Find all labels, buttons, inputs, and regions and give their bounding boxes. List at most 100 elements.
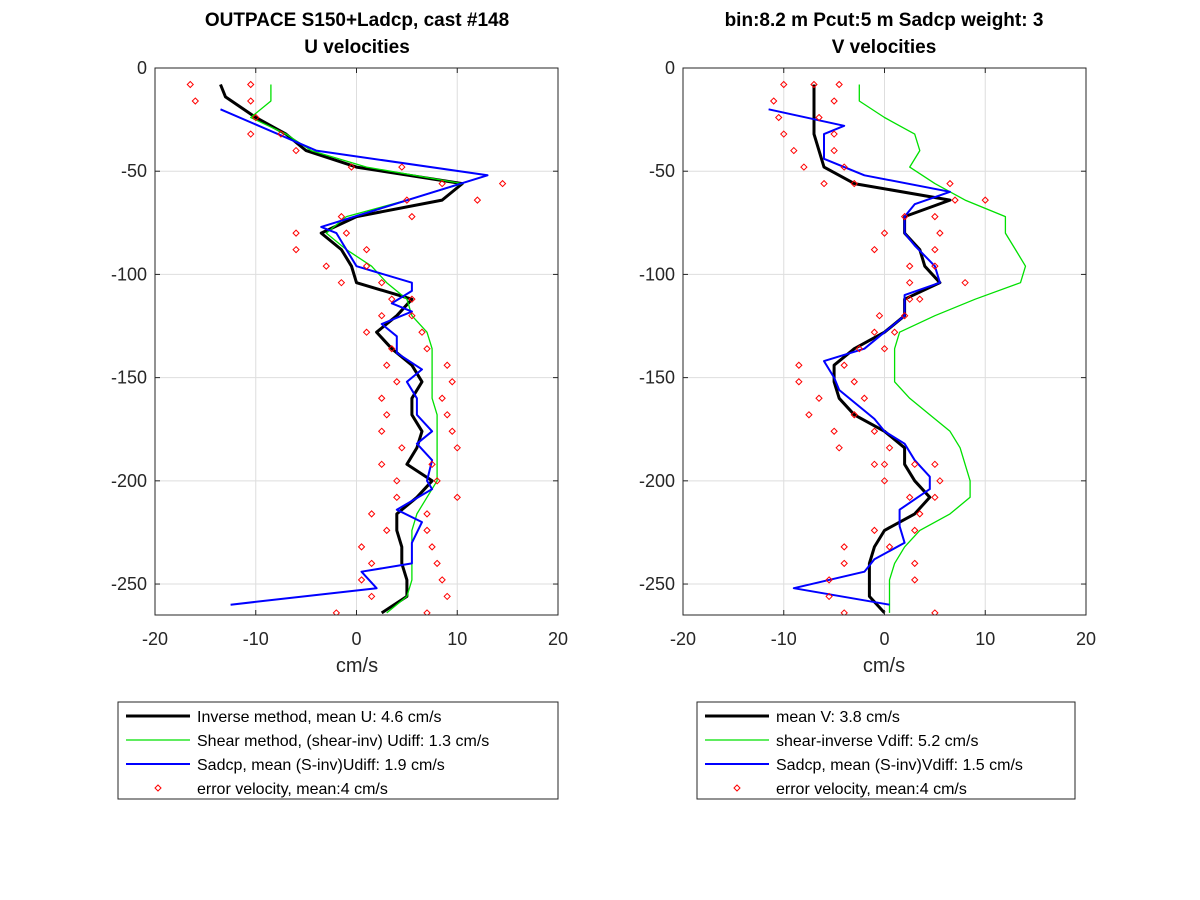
v-error-velocity-point [870,460,879,469]
u-error-velocity-point [362,262,371,270]
u-error-velocity-point [473,196,482,204]
u-series-line-2 [220,108,489,606]
v-error-velocity-point [769,97,778,105]
u-legend: Inverse method, mean U: 4.6 cm/s Shear me… [117,701,559,800]
v-error-velocity-point [911,576,919,584]
v-error-velocity-point [905,493,914,502]
v-error-velocity-point [931,212,939,221]
v-error-velocity-point [905,295,914,303]
u-error-velocity-point [277,130,285,138]
v-panel-title-line-2: V velocities [832,37,937,58]
v-legend-label-3: error velocity, mean:4 cm/s [776,781,967,798]
v-x-tick-label: -20 [670,629,696,649]
v-error-velocity-point [860,394,869,402]
v-error-velocity-point [880,460,889,469]
v-error-velocity-point [850,378,858,386]
v-series-line-2 [768,108,951,606]
v-error-velocity-point [810,80,818,89]
v-error-velocity-point [795,378,803,386]
v-error-velocity-point [931,460,939,469]
v-legend-label-1: shear-inverse Vdiff: 5.2 cm/s [776,733,978,750]
u-error-velocity-point [383,411,391,419]
u-error-velocity-point [433,559,441,568]
u-error-velocity-point [383,361,391,369]
u-error-velocity-point [423,510,431,518]
u-error-velocity-point [383,526,391,535]
v-error-velocity-point [850,411,858,419]
u-plot-area: -20 -10 0 10 200-50-100-150-200-250 [111,58,568,649]
v-error-velocity-point [981,196,989,204]
v-y-tick-label: -200 [639,471,675,491]
v-error-velocity-point [885,444,894,452]
u-error-velocity-point [448,427,456,435]
u-panel-title-line-2: U velocities [304,37,410,58]
v-error-velocity-point [916,510,924,518]
v-legend-label-2: Sadcp, mean (S-inv)Vdiff: 1.5 cm/s [776,757,1023,774]
u-legend-label-2: Sadcp, mean (S-inv)Udiff: 1.9 cm/s [197,757,445,774]
u-error-velocity-point [347,163,356,171]
v-legend-swatch-3 [733,784,741,792]
v-error-velocity-point [790,146,798,155]
v-error-velocity-point [870,328,879,336]
u-error-velocity-point [367,592,376,601]
v-error-velocity-point [911,559,919,568]
v-y-tick-label: -150 [639,368,675,388]
u-error-velocity-point [377,460,386,469]
u-error-velocity-point [428,543,436,551]
v-velocity-panel: bin:8.2 m Pcut:5 m Sadcp weight: 3 V vel… [639,10,1096,800]
u-legend-label-1: Shear method, (shear-inv) Udiff: 1.3 cm/… [197,733,489,750]
u-error-velocity-point [418,328,426,336]
v-error-velocity-point [840,361,848,369]
v-error-velocity-point [780,80,788,89]
v-error-velocity-point [931,493,939,502]
u-error-velocity-point [357,543,366,551]
u-error-velocity-point [357,576,366,584]
v-error-velocity-point [830,427,838,435]
v-legend: mean V: 3.8 cm/s shear-inverse Vdiff: 5.2… [696,701,1076,800]
v-error-velocity-point [875,311,884,320]
u-error-velocity-point [423,345,431,353]
v-error-velocity-point [830,146,838,155]
v-x-tick-label: -10 [771,629,797,649]
v-error-velocity-point [900,311,909,320]
u-error-velocity-point [398,163,406,171]
v-y-tick-label: -100 [639,264,675,284]
u-error-velocity-point [498,179,507,188]
v-error-velocity-point [951,196,959,204]
u-error-velocity-point [292,146,300,155]
u-series-group [186,80,507,615]
v-error-velocity-point [800,163,808,171]
v-legend-box [696,701,1076,800]
u-error-velocity-point [377,394,386,402]
u-y-tick-label: -50 [121,161,147,181]
u-error-velocity-point [408,311,416,320]
u-panel-title-line-1: OUTPACE S150+Ladcp, cast #148 [205,10,509,31]
u-error-velocity-point [337,212,346,221]
u-error-velocity-point [388,345,396,353]
u-velocity-panel: OUTPACE S150+Ladcp, cast #148 U velociti… [111,10,568,800]
v-error-velocity-point [870,526,879,535]
v-error-velocity-point [830,130,838,138]
v-y-tick-label: -250 [639,574,675,594]
v-error-velocity-point [840,543,848,551]
u-x-tick-label: -10 [243,629,269,649]
v-error-velocity-point [911,526,919,535]
v-error-velocity-point [961,278,969,287]
u-error-velocity-point [398,444,406,452]
v-error-velocity-point [936,477,944,485]
v-error-velocity-point [911,460,919,469]
u-error-velocity-point [388,295,396,303]
v-error-velocity-point [825,592,833,601]
v-error-velocity-point [870,427,879,435]
u-legend-box [117,701,559,800]
v-error-velocity-point [795,361,803,369]
u-error-velocity-point [367,559,376,568]
u-error-velocity-point [443,592,451,601]
v-error-velocity-point [840,609,848,615]
v-x-tick-label: 20 [1076,629,1096,649]
u-error-velocity-point [191,97,200,105]
v-error-velocity-point [840,163,848,171]
u-error-velocity-point [247,97,255,105]
u-error-velocity-point [448,378,456,386]
u-x-tick-label: 20 [548,629,568,649]
